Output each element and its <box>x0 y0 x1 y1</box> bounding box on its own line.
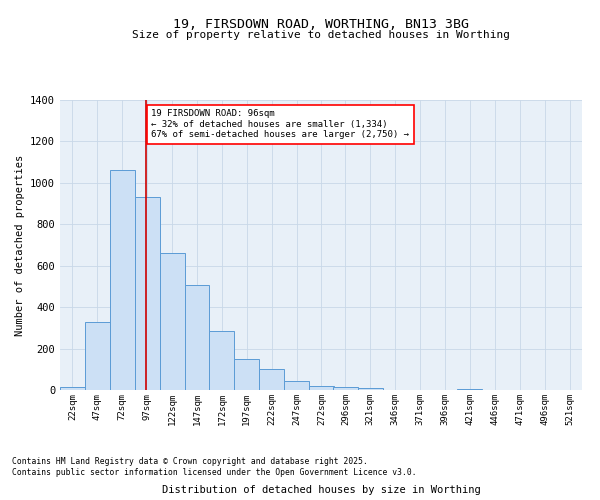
Bar <box>60 387 85 390</box>
Text: 19, FIRSDOWN ROAD, WORTHING, BN13 3BG: 19, FIRSDOWN ROAD, WORTHING, BN13 3BG <box>173 18 469 30</box>
Bar <box>284 382 309 390</box>
Bar <box>309 386 334 390</box>
Bar <box>160 254 185 390</box>
Bar <box>259 370 284 390</box>
Bar <box>457 388 482 390</box>
Bar <box>135 198 160 390</box>
Text: Size of property relative to detached houses in Worthing: Size of property relative to detached ho… <box>132 30 510 40</box>
Bar <box>110 170 135 390</box>
Bar <box>209 331 235 390</box>
Bar <box>185 286 209 390</box>
Bar <box>358 388 383 390</box>
Bar <box>333 387 358 390</box>
Y-axis label: Number of detached properties: Number of detached properties <box>14 154 25 336</box>
Text: 19 FIRSDOWN ROAD: 96sqm
← 32% of detached houses are smaller (1,334)
67% of semi: 19 FIRSDOWN ROAD: 96sqm ← 32% of detache… <box>151 110 409 139</box>
Text: Distribution of detached houses by size in Worthing: Distribution of detached houses by size … <box>161 485 481 495</box>
Bar <box>235 359 259 390</box>
Text: Contains HM Land Registry data © Crown copyright and database right 2025.
Contai: Contains HM Land Registry data © Crown c… <box>12 458 416 477</box>
Bar <box>85 322 110 390</box>
